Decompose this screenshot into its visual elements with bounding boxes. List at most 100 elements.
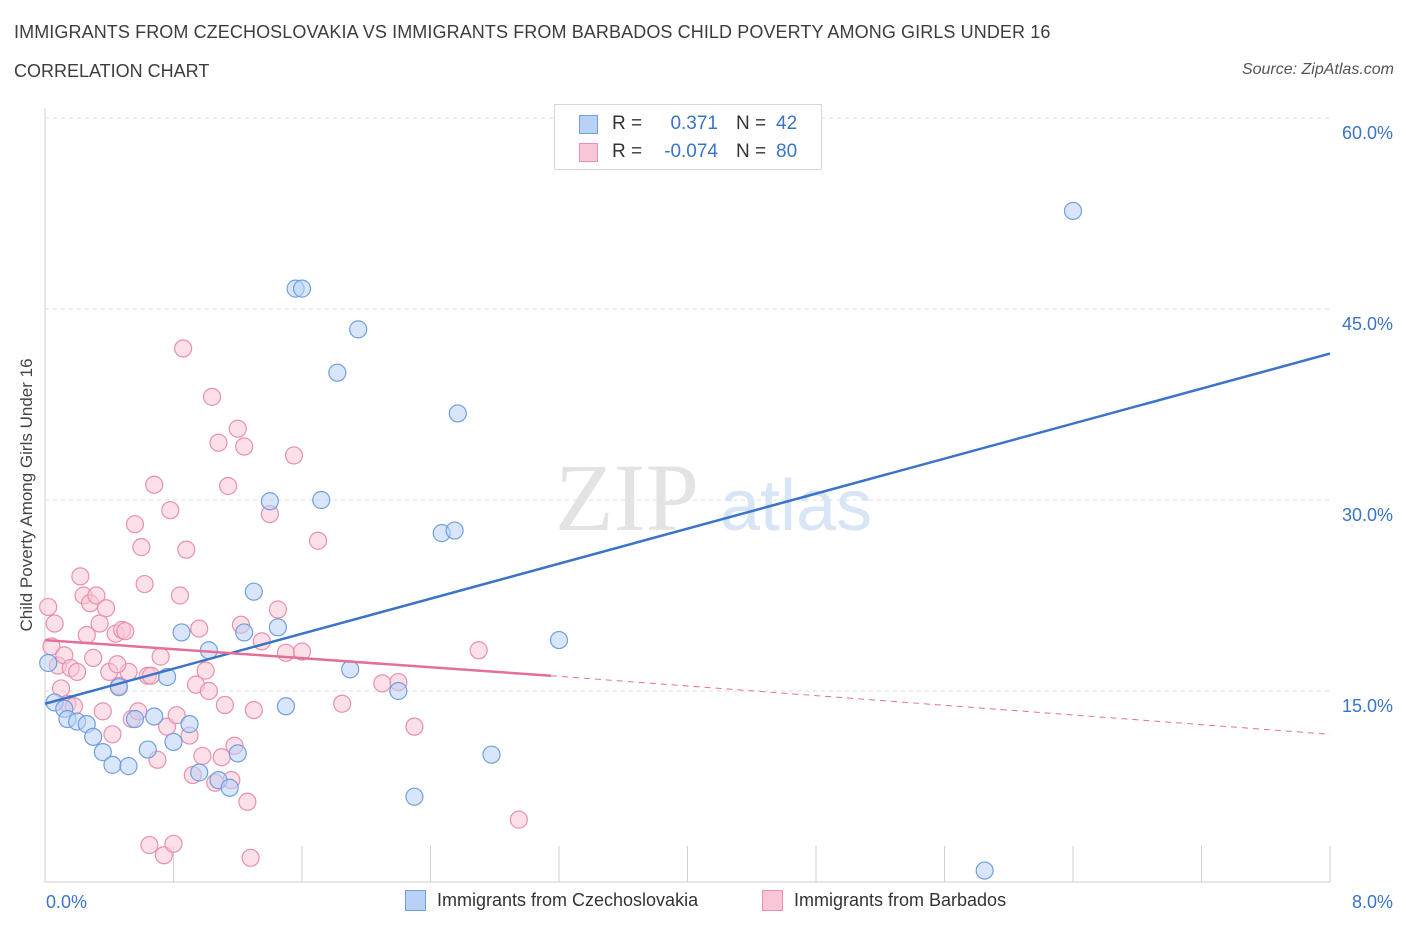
barbados-point — [235, 437, 254, 456]
legend-label-czechoslovakia: Immigrants from Czechoslovakia — [437, 890, 699, 910]
barbados-trendline-extension — [550, 675, 1331, 735]
barbados-point — [140, 835, 159, 855]
grid-lines — [45, 117, 1330, 692]
barbados-point — [241, 848, 260, 867]
trendlines — [44, 352, 1331, 735]
czechoslovakia-point — [125, 709, 145, 729]
legend-r-value: 0.371 — [670, 113, 718, 134]
czechoslovakia-point — [119, 757, 138, 776]
y-tick-label: 30.0% — [1342, 505, 1393, 525]
barbados-point — [96, 599, 116, 618]
legend-n-label: N = — [736, 141, 767, 162]
czechoslovakia-point — [975, 861, 994, 880]
watermark-atlas: atlas — [720, 466, 872, 546]
barbados-point — [135, 574, 154, 594]
barbados-point — [103, 725, 122, 744]
barbados-point — [39, 597, 58, 617]
czechoslovakia-point — [93, 743, 112, 762]
barbados-point — [292, 642, 312, 661]
legend-label-barbados: Immigrants from Barbados — [794, 890, 1007, 910]
barbados-point — [164, 834, 183, 853]
barbados-point — [68, 662, 87, 682]
czechoslovakia-point — [190, 763, 209, 782]
barbados-point — [199, 681, 218, 701]
barbados-point — [93, 702, 112, 721]
y-tick-label: 45.0% — [1342, 314, 1393, 334]
czechoslovakia-point — [389, 681, 408, 701]
barbados-point — [333, 694, 352, 713]
barbados-point — [268, 600, 288, 619]
y-tick-label: 60.0% — [1342, 123, 1393, 143]
barbados-point — [509, 810, 528, 829]
czechoslovakia-point — [145, 707, 164, 726]
czechoslovakia-point — [103, 755, 122, 774]
barbados-point — [132, 538, 151, 557]
barbados-point — [190, 619, 209, 638]
x-tick-label: 8.0% — [1352, 892, 1393, 912]
barbados-point — [125, 515, 145, 534]
legend-swatch-pink — [762, 890, 783, 911]
czechoslovakia-point — [180, 715, 199, 734]
czechoslovakia-point — [482, 745, 501, 764]
czechoslovakia-point — [172, 623, 191, 642]
barbados-point — [90, 614, 109, 633]
chart-title: IMMIGRANTS FROM CZECHOSLOVAKIA VS IMMIGR… — [14, 22, 1051, 42]
x-tick-label: 0.0% — [46, 892, 87, 912]
czechoslovakia-point — [405, 787, 424, 806]
barbados-point — [161, 501, 180, 520]
czechoslovakia-point — [164, 732, 183, 752]
legend-item-barbados: Immigrants from Barbados — [762, 890, 1006, 911]
legend-item-czechoslovakia: Immigrants from Czechoslovakia — [405, 890, 698, 911]
barbados-point — [177, 540, 196, 559]
barbados-point — [84, 648, 103, 667]
barbados-point — [276, 643, 296, 662]
watermark-zip: ZIP — [555, 444, 699, 551]
legend-n-value: 42 — [776, 113, 798, 134]
czechoslovakia-point — [84, 727, 103, 746]
stats-legend: R = 0.371 N = 42 R = -0.074 N = 80 — [554, 104, 822, 170]
barbados-point — [45, 614, 64, 633]
barbados-point — [193, 746, 212, 766]
barbados-point — [87, 586, 106, 605]
barbados-point — [108, 655, 127, 674]
legend-row-barbados: R = -0.074 N = 80 — [579, 140, 797, 164]
axes — [44, 108, 1331, 883]
czechoslovakia-point — [228, 744, 247, 763]
czechoslovakia-point — [328, 363, 347, 382]
czechoslovakia-point — [276, 697, 296, 716]
barbados-point — [215, 695, 234, 715]
tick-labels: 15.0% 30.0% 45.0% 60.0% 0.0% 8.0% — [46, 123, 1393, 912]
barbados-point — [209, 433, 228, 452]
barbados-point — [170, 586, 190, 605]
y-axis-label: Child Poverty Among Girls Under 16 — [17, 358, 36, 632]
barbados-point — [196, 661, 215, 680]
legend-swatch-pink — [579, 142, 598, 162]
czechoslovakia-point — [39, 653, 58, 673]
czechoslovakia-point — [1063, 201, 1083, 221]
czechoslovakia-point — [260, 492, 279, 511]
legend-row-czechoslovakia: R = 0.371 N = 42 — [579, 112, 797, 136]
barbados-point — [174, 339, 193, 358]
czechoslovakia-point — [220, 778, 239, 797]
barbados-point — [145, 475, 164, 494]
czechoslovakia-point — [138, 740, 157, 759]
czechoslovakia-point — [292, 279, 312, 298]
barbados-point — [202, 387, 222, 406]
czechoslovakia-point — [549, 630, 569, 650]
legend-n-value: 80 — [776, 141, 798, 162]
legend-r-value: -0.074 — [664, 141, 718, 162]
legend-swatch-blue — [579, 114, 598, 134]
czechoslovakia-point — [268, 618, 288, 637]
barbados-point — [373, 674, 392, 693]
legend-r-label: R = — [612, 141, 643, 162]
legend-swatch-blue — [405, 890, 426, 911]
barbados-point — [238, 792, 257, 811]
czechoslovakia-point — [448, 404, 467, 423]
chart-subtitle: CORRELATION CHART — [14, 61, 210, 81]
barbados-point — [167, 706, 186, 725]
legend-n-label: N = — [736, 113, 767, 134]
czechoslovakia-point — [312, 490, 331, 510]
barbados-point — [405, 717, 424, 736]
czechoslovakia-points — [39, 201, 1083, 880]
